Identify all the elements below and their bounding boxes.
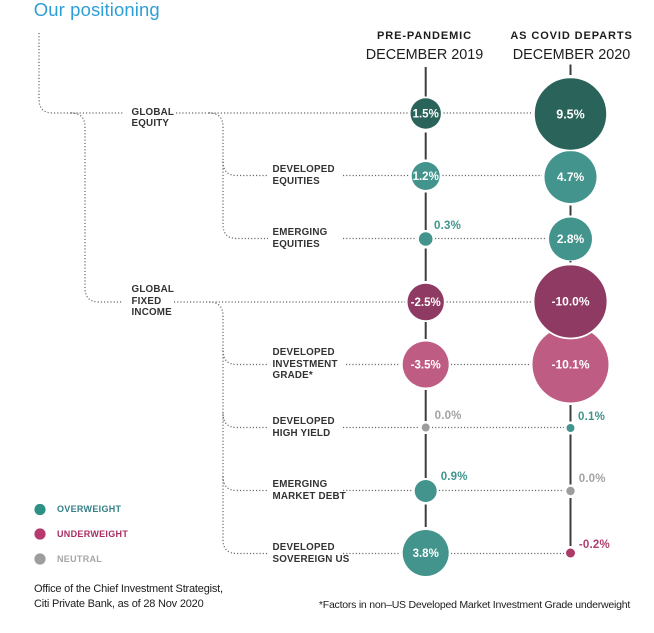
svg-text:1.5%: 1.5% [413, 109, 439, 121]
svg-text:-3.5%: -3.5% [411, 360, 441, 372]
svg-text:-10.1%: -10.1% [551, 358, 589, 372]
svg-text:3.8%: 3.8% [413, 548, 439, 560]
svg-text:9.5%: 9.5% [556, 108, 585, 122]
svg-text:-2.5%: -2.5% [411, 297, 441, 309]
svg-text:2.8%: 2.8% [557, 232, 585, 246]
svg-text:1.2%: 1.2% [413, 171, 439, 183]
svg-text:4.7%: 4.7% [557, 170, 585, 184]
svg-text:-10.0%: -10.0% [551, 295, 589, 309]
